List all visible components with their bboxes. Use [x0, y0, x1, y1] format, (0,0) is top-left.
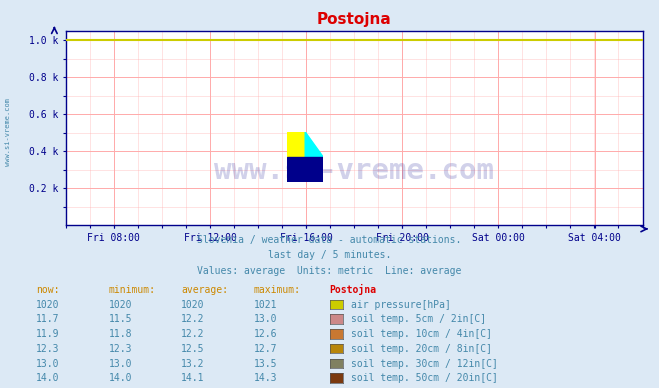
Text: Values: average  Units: metric  Line: average: Values: average Units: metric Line: aver…: [197, 265, 462, 275]
Text: 1020: 1020: [36, 300, 60, 310]
Text: 12.2: 12.2: [181, 314, 205, 324]
Text: minimum:: minimum:: [109, 285, 156, 295]
Text: soil temp. 5cm / 2in[C]: soil temp. 5cm / 2in[C]: [351, 314, 486, 324]
Text: soil temp. 20cm / 8in[C]: soil temp. 20cm / 8in[C]: [351, 344, 492, 354]
Text: 14.1: 14.1: [181, 373, 205, 383]
Text: www.si-vreme.com: www.si-vreme.com: [5, 98, 11, 166]
Text: now:: now:: [36, 285, 60, 295]
Polygon shape: [287, 157, 324, 182]
Text: 13.2: 13.2: [181, 359, 205, 369]
Text: average:: average:: [181, 285, 228, 295]
Text: soil temp. 30cm / 12in[C]: soil temp. 30cm / 12in[C]: [351, 359, 498, 369]
Polygon shape: [287, 132, 305, 157]
Text: 12.6: 12.6: [254, 329, 277, 339]
Text: 11.9: 11.9: [36, 329, 60, 339]
Text: www.si-vreme.com: www.si-vreme.com: [214, 157, 494, 185]
Title: Postojna: Postojna: [317, 12, 391, 27]
Text: last day / 5 minutes.: last day / 5 minutes.: [268, 250, 391, 260]
Text: Slovenia / weather data - automatic stations.: Slovenia / weather data - automatic stat…: [197, 234, 462, 244]
Text: 12.5: 12.5: [181, 344, 205, 354]
Text: 14.0: 14.0: [36, 373, 60, 383]
Text: 1020: 1020: [181, 300, 205, 310]
Text: Postojna: Postojna: [330, 284, 376, 295]
Text: 11.5: 11.5: [109, 314, 132, 324]
Text: 13.0: 13.0: [36, 359, 60, 369]
Text: 12.3: 12.3: [36, 344, 60, 354]
Text: 12.2: 12.2: [181, 329, 205, 339]
Text: 14.3: 14.3: [254, 373, 277, 383]
Text: maximum:: maximum:: [254, 285, 301, 295]
Text: 13.0: 13.0: [254, 314, 277, 324]
Text: air pressure[hPa]: air pressure[hPa]: [351, 300, 451, 310]
Text: 1020: 1020: [109, 300, 132, 310]
Text: 1021: 1021: [254, 300, 277, 310]
Text: 13.5: 13.5: [254, 359, 277, 369]
Text: 14.0: 14.0: [109, 373, 132, 383]
Text: 11.8: 11.8: [109, 329, 132, 339]
Text: 13.0: 13.0: [109, 359, 132, 369]
Text: 12.3: 12.3: [109, 344, 132, 354]
Polygon shape: [305, 132, 324, 157]
Text: soil temp. 10cm / 4in[C]: soil temp. 10cm / 4in[C]: [351, 329, 492, 339]
Text: soil temp. 50cm / 20in[C]: soil temp. 50cm / 20in[C]: [351, 373, 498, 383]
Text: 11.7: 11.7: [36, 314, 60, 324]
Text: 12.7: 12.7: [254, 344, 277, 354]
